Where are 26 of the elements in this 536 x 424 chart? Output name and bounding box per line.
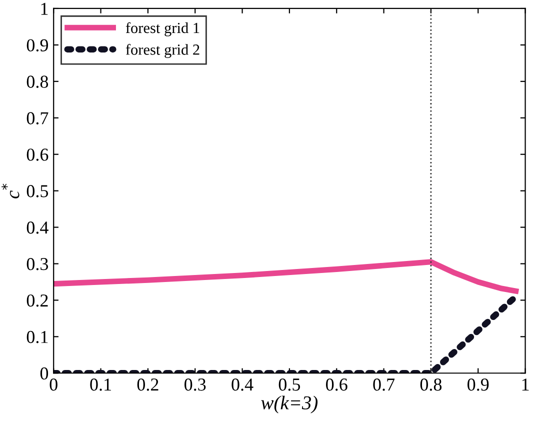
x-tick-label: 0.8	[420, 378, 442, 391]
x-tick-label: 1	[522, 378, 529, 391]
x-tick-label: 0.1	[90, 378, 111, 391]
y-tick-label: 0.6	[26, 148, 48, 161]
y-tick-label: 0.2	[26, 294, 48, 307]
y-axis-title: c$^{*}$	[2, 184, 20, 198]
y-tick-label: 0.9	[26, 39, 48, 52]
x-tick-label: 0.4	[232, 378, 254, 391]
x-tick-label: 0.7	[373, 378, 395, 391]
x-tick-label: 0	[50, 378, 58, 391]
x-axis-title: w(k=3)	[261, 396, 318, 414]
y-tick-label: 1	[41, 2, 48, 15]
x-tick-label: 0.6	[326, 378, 348, 391]
y-tick-label: 0.3	[26, 258, 48, 270]
y-tick-label: 0	[40, 367, 48, 380]
x-tick-label: 0.9	[468, 378, 489, 391]
legend-label: forest grid 1	[126, 22, 200, 36]
legend-label: forest grid 2	[126, 44, 200, 58]
y-tick-label: 0.5	[26, 185, 48, 198]
x-tick-label: 0.5	[278, 378, 300, 391]
x-tick-label: 0.2	[137, 378, 158, 391]
y-tick-label: 0.4	[26, 222, 48, 234]
y-tick-label: 0.1	[26, 330, 48, 344]
y-tick-label: 0.7	[26, 112, 48, 124]
x-tick-label: 0.3	[184, 378, 206, 391]
y-tick-label: 0.8	[26, 76, 48, 88]
